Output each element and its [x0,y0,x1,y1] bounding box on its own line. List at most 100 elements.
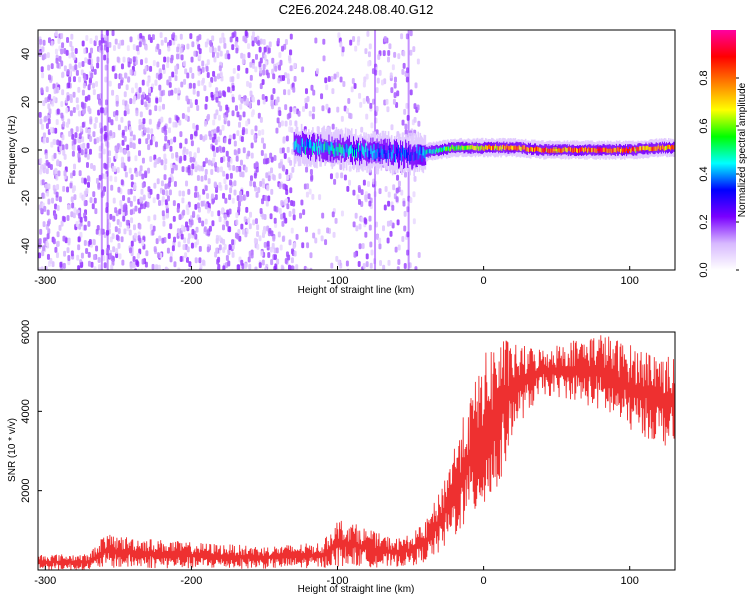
spectrogram-noise-cell [156,178,160,185]
spectrogram-noise-cell [225,104,229,111]
spectrogram-signal-cell [513,146,516,151]
spectrogram-noise-cell [169,251,173,258]
spectrogram-noise-cell [170,57,174,64]
spectrogram-signal-cell [487,144,490,149]
spectrogram-noise-cell [286,203,290,210]
spectrogram-signal-cell [368,150,370,160]
spectrogram-signal-cell [312,146,314,155]
spectrogram-noise-cell [231,85,235,92]
spectrogram-noise-cell [120,156,124,163]
spectrogram-noise-cell [227,86,231,93]
spectrogram-signal-cell [577,148,580,153]
spectrogram-signal-cell [454,146,456,151]
spectrogram-signal-cell [409,144,411,165]
spectrogram-signal-cell [419,146,422,156]
spectrogram-noise-cell [49,164,53,171]
spectrogram-noise-cell [235,219,239,226]
spectrogram-signal-cell [399,151,401,160]
spectrogram-noise-cell [273,155,277,162]
spectrogram-signal-cell [327,143,330,152]
colorbar-label: Normalized spectral amplitude [737,82,748,217]
snr-x-tick-label: -200 [180,575,202,587]
spectrogram-noise-cell [54,246,58,253]
spectrogram-signal-cell [352,147,355,156]
spectrogram-signal-cell [341,144,344,154]
spectrogram-noise-cell [117,83,121,90]
spectrogram-noise-cell [309,168,313,175]
spectrogram-noise-cell [138,138,142,145]
spectrogram-noise-cell [412,191,416,198]
spectrogram-signal-cell [511,146,514,151]
spectrogram-noise-cell [272,174,276,181]
spectrogram-noise-cell [149,188,153,195]
spectrogram-noise-cell [107,116,111,123]
spectrogram-signal-cell [651,147,654,152]
spectrogram-signal-cell [445,147,447,152]
spectrogram-noise-cell [253,172,257,179]
spectrogram-noise-cell [54,203,58,210]
spectrogram-signal-cell [574,147,577,153]
spectrogram-signal-cell [491,146,493,151]
spectrogram-noise-cell [348,179,352,186]
spectrogram-noise-cell [208,225,212,232]
spectrogram-noise-cell [129,137,133,144]
spectrogram-noise-cell [38,111,42,118]
spectrogram-noise-cell [285,169,289,176]
spectrogram-signal-cell [301,138,304,148]
spectrogram-noise-cell [149,139,153,146]
spectrogram-noise-cell [380,79,384,86]
spectrogram-noise-cell [129,247,133,254]
spectrogram-noise-cell [251,62,255,69]
spectrogram-signal-cell [455,146,457,151]
spectrogram-noise-cell [249,74,253,81]
spectrogram-noise-cell [93,68,97,75]
spectrogram-noise-cell [103,125,107,132]
spectrogram-signal-cell [444,146,446,151]
spectrogram-noise-cell [254,266,258,270]
spectrogram-signal-cell [442,146,445,151]
spectrogram-noise-cell [122,204,126,211]
spectrogram-noise-cell [196,90,200,97]
spectrogram-noise-cell [253,134,257,141]
spectrogram-noise-cell [89,38,93,45]
spectrogram-signal-cell [519,146,522,151]
spectrogram-noise-cell [238,94,242,101]
spectrogram-noise-cell [218,235,222,242]
spectrogram-noise-cell [391,64,395,71]
spectrogram-noise-cell [197,80,201,87]
spectrogram-noise-cell [417,120,421,127]
spectrogram-signal-cell [310,139,312,149]
spectrogram-noise-cell [251,31,255,38]
spectrogram-noise-cell [81,136,85,143]
spectrogram-noise-cell [217,114,221,121]
spectrogram-noise-cell [76,254,80,261]
spectrogram-noise-cell [130,174,134,181]
spectrogram-noise-cell [39,157,43,164]
spectrogram-noise-cell [314,237,318,244]
spectrogram-noise-cell [259,83,263,90]
spectrogram-noise-cell [58,140,62,147]
spectrogram-noise-cell [189,33,193,40]
spectrogram-noise-cell [173,236,177,243]
spectrogram-signal-cell [595,148,597,153]
spectrogram-noise-cell [81,177,85,184]
spectrogram-noise-cell [189,67,193,74]
spectrogram-noise-cell [227,249,231,256]
spectrogram-noise-cell [320,235,324,242]
spectrogram-noise-cell [193,50,197,57]
spectrogram-noise-cell [133,195,137,202]
spectrogram-noise-cell [159,72,163,79]
spectrogram-noise-cell [138,150,142,157]
spectrogram-noise-cell [348,112,352,119]
spectrogram-noise-cell [299,212,303,219]
spectrogram-noise-cell [377,53,381,60]
spectrogram-signal-cell [652,146,655,151]
spectrogram-noise-cell [82,82,86,89]
spectrogram-noise-cell [125,219,129,226]
spectrogram-noise-cell [147,77,151,84]
spectrogram-noise-cell [115,109,119,116]
spectrogram-noise-cell [166,247,170,254]
spectrogram-noise-cell [115,247,119,254]
spectrogram-noise-cell [347,97,351,104]
spectrogram-noise-cell [83,178,87,185]
